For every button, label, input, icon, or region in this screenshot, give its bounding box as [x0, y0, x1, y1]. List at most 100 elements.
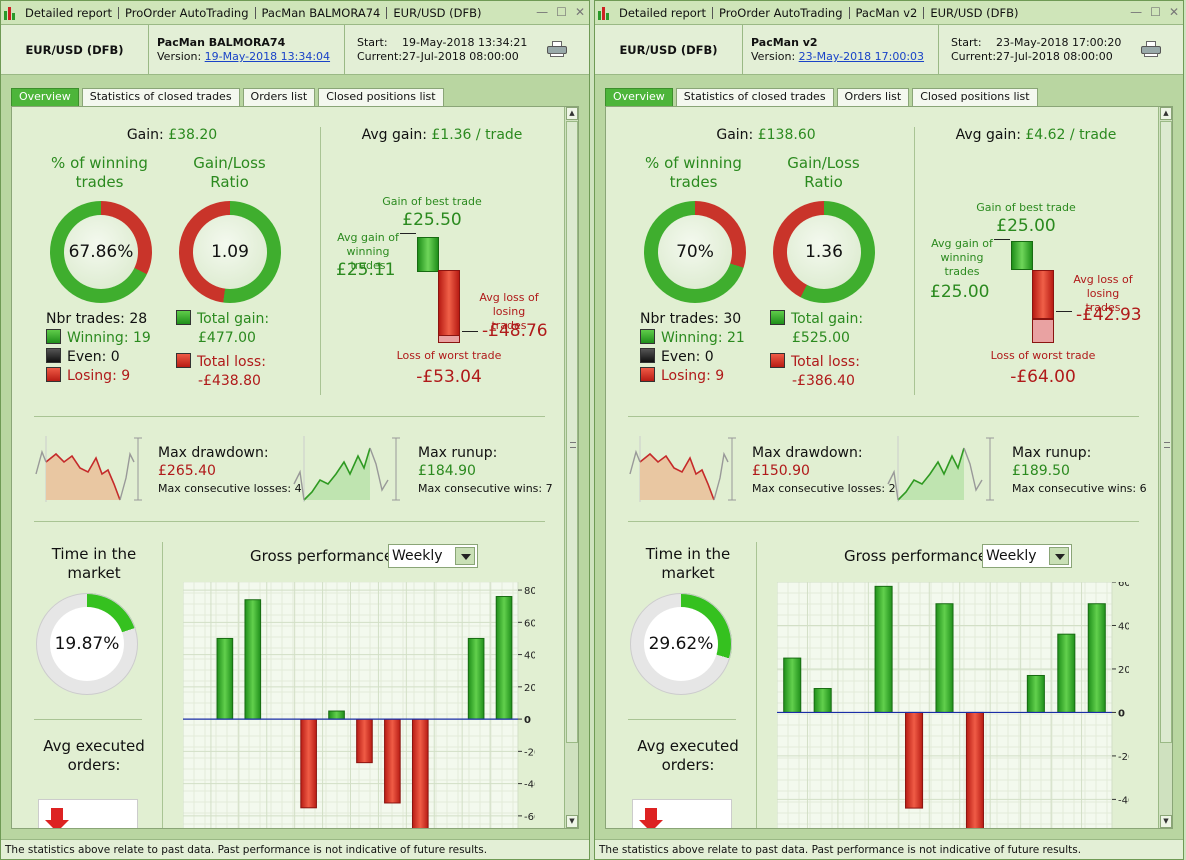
gain-bar	[783, 657, 802, 713]
avg-orders-title: Avg executed orders:	[637, 737, 739, 774]
drawdown-sparkline	[35, 436, 142, 502]
version-link[interactable]: 19-May-2018 13:34:04	[204, 50, 331, 63]
print-icon[interactable]	[1141, 41, 1161, 57]
worst-trade-label: Loss of worst trade	[990, 349, 1096, 362]
vertical-scrollbar[interactable]: ▲ ▼	[1158, 107, 1172, 828]
tab-orders-list[interactable]: Orders list	[242, 88, 316, 106]
version-link[interactable]: 23-May-2018 17:00:03	[798, 50, 925, 63]
winning-title: % of winning trades	[645, 154, 742, 191]
loss-bar	[965, 711, 984, 828]
avg-gain-summary: Avg gain: £1.36 / trade	[322, 127, 562, 143]
perf-title: Gross performance	[250, 547, 394, 565]
y-tick-label: -40	[1118, 795, 1129, 806]
tab-statistics-closed-trades[interactable]: Statistics of closed trades	[675, 88, 834, 106]
tab-overview[interactable]: Overview	[605, 88, 673, 106]
tab-closed-positions-list[interactable]: Closed positions list	[912, 88, 1038, 106]
avg-loss-bar	[1032, 270, 1054, 319]
window-titlebar[interactable]: Detailed report ProOrder AutoTrading Pac…	[1, 1, 589, 25]
winning-count-row: Winning: 19	[46, 329, 151, 348]
y-tick-label: -40	[524, 780, 535, 791]
even-count: Even: 0	[67, 349, 120, 365]
close-icon[interactable]: ✕	[574, 5, 585, 19]
minimize-icon[interactable]: —	[1130, 5, 1143, 19]
avg-loss-value: -£42.93	[1076, 305, 1142, 325]
disclaimer-footer: The statistics above relate to past data…	[595, 839, 1183, 859]
gain-bar	[495, 596, 513, 720]
best-trade-value: £25.00	[996, 216, 1056, 236]
avg-win-arrow-icon	[994, 239, 1010, 240]
start-value: 23-May-2018 17:00:20	[996, 36, 1122, 49]
avg-gain-label: Avg gain:	[361, 127, 427, 143]
total-gain-value: £477.00	[198, 330, 256, 346]
runup-sparkline	[887, 436, 994, 502]
drawdown-value: £150.90	[752, 463, 810, 479]
gain-value: £138.60	[757, 127, 816, 143]
scrollbar-thumb[interactable]	[1160, 121, 1172, 743]
losing-count-row: Losing: 9	[46, 367, 151, 386]
date-info: Start: 23-May-2018 17:00:20 Current: 27-Ju…	[939, 25, 1183, 74]
avg-gain-summary: Avg gain: £4.62 / trade	[916, 127, 1156, 143]
report-header: EUR/USD (DFB) PacMan v2 Version: 23-May-…	[595, 25, 1183, 75]
chevron-down-icon[interactable]	[1049, 547, 1069, 565]
report-header: EUR/USD (DFB) PacMan BALMORA74 Version: …	[1, 25, 589, 75]
total-loss-value: -£386.40	[792, 373, 855, 389]
gain-bar	[1087, 603, 1106, 713]
system-info: PacMan BALMORA74 Version: 19-May-2018 13…	[149, 25, 345, 74]
losing-legend-icon	[46, 367, 61, 382]
gain-label: Gain:	[716, 127, 754, 143]
loss-bar	[356, 718, 373, 764]
system-name: PacMan BALMORA74	[157, 36, 286, 49]
scrollbar-thumb[interactable]	[566, 121, 578, 743]
losing-count: Losing: 9	[661, 368, 725, 384]
runup-value: £189.50	[1012, 463, 1070, 479]
chevron-down-icon[interactable]	[455, 547, 475, 565]
chart-app-icon	[4, 6, 16, 20]
total-loss-block: Total loss: -£386.40	[770, 353, 860, 391]
tab-overview[interactable]: Overview	[11, 88, 79, 106]
avg-win-value: £25.00	[930, 282, 990, 302]
winning-ring: 70%	[644, 201, 746, 303]
runup-block: Max runup: £189.50 Max consecutive wins:…	[1012, 444, 1147, 498]
avg-win-bar	[1011, 241, 1033, 270]
avg-loss-arrow-icon	[462, 331, 478, 332]
total-loss-icon	[176, 353, 191, 368]
minimize-icon[interactable]: —	[536, 5, 549, 19]
current-label: Current:	[357, 50, 403, 63]
drawdown-label: Max drawdown:	[752, 445, 863, 461]
start-label: Start:	[357, 36, 388, 49]
gain-bar	[1057, 633, 1076, 713]
winning-ring: 67.86%	[50, 201, 152, 303]
avg-loss-value: -£48.76	[482, 321, 548, 341]
period-select[interactable]: Weekly	[982, 544, 1072, 568]
best-trade-label: Gain of best trade	[382, 195, 482, 208]
scroll-down-icon[interactable]: ▼	[566, 815, 578, 828]
winning-count: Winning: 21	[661, 330, 745, 346]
scroll-up-icon[interactable]: ▲	[1160, 107, 1172, 120]
drawdown-block: Max drawdown: £150.90 Max consecutive lo…	[752, 444, 896, 498]
orders-download-icon	[632, 799, 732, 828]
close-icon[interactable]: ✕	[1168, 5, 1179, 19]
tab-orders-list[interactable]: Orders list	[836, 88, 910, 106]
tab-statistics-closed-trades[interactable]: Statistics of closed trades	[81, 88, 240, 106]
window-titlebar[interactable]: Detailed report ProOrder AutoTrading Pac…	[595, 1, 1183, 25]
print-icon[interactable]	[547, 41, 567, 57]
maximize-icon[interactable]: ☐	[556, 5, 567, 19]
tab-closed-positions-list[interactable]: Closed positions list	[318, 88, 444, 106]
period-select[interactable]: Weekly	[388, 544, 478, 568]
y-tick-label: 60	[1118, 582, 1129, 589]
period-select-value: Weekly	[392, 548, 443, 564]
total-loss-value: -£438.80	[198, 373, 261, 389]
instrument-name: EUR/USD (DFB)	[1, 25, 149, 74]
time-market-title: Time in the market	[645, 545, 731, 582]
winning-legend-icon	[640, 329, 655, 344]
winning-ring-value: 70%	[658, 215, 732, 289]
total-loss-label: Total loss:	[197, 354, 266, 370]
ratio-ring: 1.09	[179, 201, 281, 303]
scroll-down-icon[interactable]: ▼	[1160, 815, 1172, 828]
maximize-icon[interactable]: ☐	[1150, 5, 1161, 19]
scroll-up-icon[interactable]: ▲	[566, 107, 578, 120]
loss-bar	[411, 718, 429, 828]
time-market-ring: 19.87%	[36, 593, 138, 695]
vertical-scrollbar[interactable]: ▲ ▼	[564, 107, 578, 828]
gain-bar	[1026, 674, 1045, 713]
